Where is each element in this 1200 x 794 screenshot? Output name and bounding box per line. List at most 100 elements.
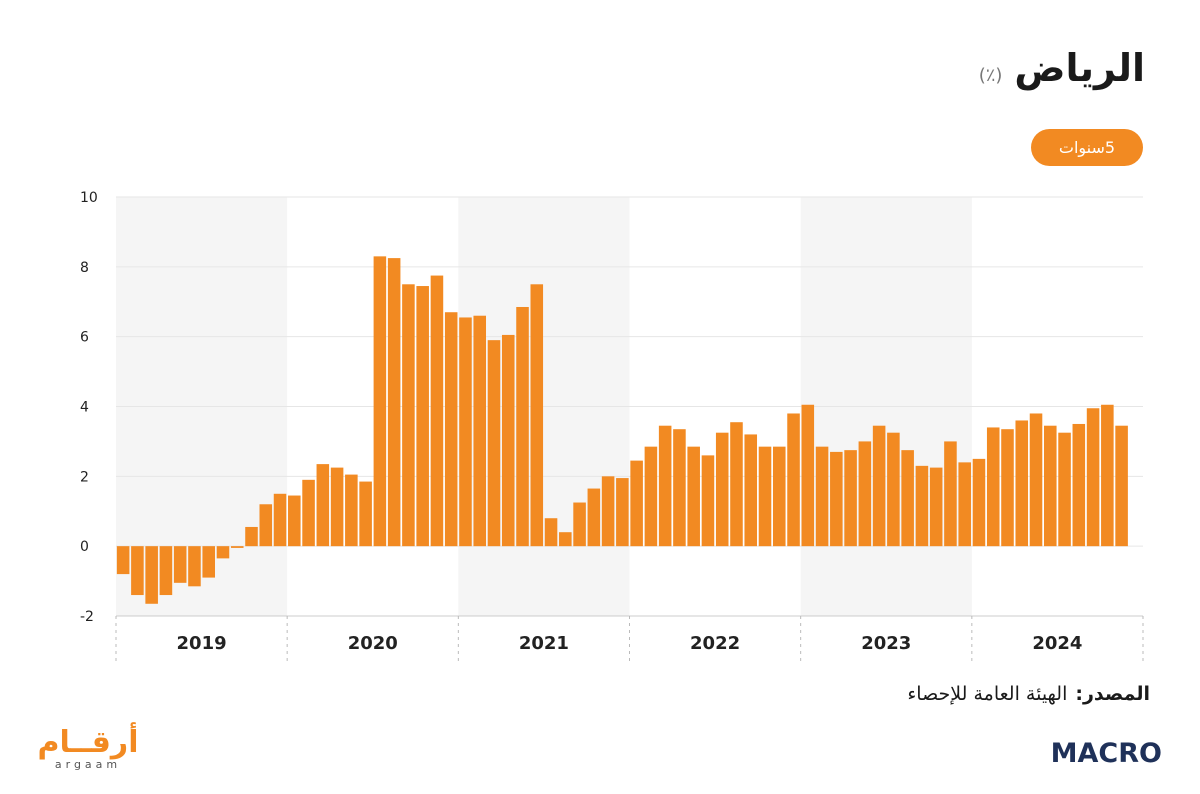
bar [872, 425, 886, 547]
bar [644, 446, 658, 547]
bar [430, 275, 444, 547]
bar [487, 340, 501, 547]
bar [815, 446, 829, 547]
bar [1044, 425, 1057, 547]
bar [1058, 432, 1071, 547]
argaam-logo-text: أرقــام [38, 722, 139, 760]
bar [230, 546, 244, 548]
bar [559, 532, 572, 547]
bar [958, 462, 971, 547]
x-tick-label-2020: 2020 [348, 633, 398, 654]
bar [844, 450, 857, 547]
bar [730, 422, 743, 547]
macro-logo: MACRO [1051, 738, 1162, 769]
bar [758, 446, 772, 547]
bar [116, 546, 130, 575]
bar [273, 493, 287, 547]
bar [601, 476, 615, 547]
bar [929, 467, 943, 547]
source-note: المصدر: الهيئة العامة للإحصاء [907, 683, 1150, 705]
y-tick-label: 0 [80, 539, 89, 555]
bar [444, 312, 458, 547]
bar [1115, 425, 1128, 547]
bar [673, 429, 686, 547]
bar [972, 458, 986, 547]
bar [744, 434, 758, 547]
bar [459, 317, 472, 547]
bar [1101, 404, 1114, 547]
bar [345, 474, 358, 547]
bar [387, 258, 401, 547]
bar [288, 495, 301, 547]
bar [1001, 429, 1014, 547]
bar [1086, 408, 1100, 547]
y-tick-label: 6 [80, 330, 89, 346]
source-value: الهيئة العامة للإحصاء [907, 683, 1068, 705]
bar [915, 465, 929, 547]
bar [573, 502, 586, 547]
macro-logo-text: MACRO [1051, 738, 1162, 769]
bar [216, 546, 230, 559]
bar [715, 432, 729, 547]
bar [944, 441, 957, 547]
y-tick-label: 4 [80, 400, 89, 416]
bar [616, 478, 629, 547]
bars [116, 256, 1128, 604]
x-tick-label-2022: 2022 [690, 633, 740, 654]
bar [801, 404, 815, 547]
x-tick-label-2021: 2021 [519, 633, 569, 654]
bar [359, 481, 372, 547]
bar [658, 425, 672, 547]
y-tick-label: 10 [80, 190, 98, 206]
bar [373, 256, 387, 547]
bar [501, 334, 515, 547]
bar [316, 464, 330, 547]
bar [159, 546, 173, 596]
bar [516, 306, 529, 547]
x-axis: 2019 2020 2021 2022 2023 2024 [115, 615, 1144, 662]
bar [473, 315, 487, 547]
bar [188, 546, 201, 587]
x-tick-label-2019: 2019 [177, 633, 227, 654]
bar [245, 526, 258, 547]
bar [416, 286, 429, 547]
bar [530, 284, 544, 547]
bar [131, 546, 144, 596]
argaam-logo: أرقــام argaam [38, 722, 139, 771]
x-tick-label-2024: 2024 [1032, 633, 1082, 654]
bar [1029, 413, 1043, 547]
page-title: الرياض [1014, 46, 1145, 90]
gridlines [116, 196, 1143, 617]
bar [701, 455, 715, 547]
bar [302, 479, 315, 547]
bar [887, 432, 900, 547]
bar [587, 488, 601, 547]
x-tick-label-2023: 2023 [861, 633, 911, 654]
bar [830, 451, 843, 547]
y-tick-label: 8 [80, 260, 89, 276]
bar [858, 441, 872, 547]
bar [202, 546, 215, 578]
bar [402, 284, 415, 547]
y-axis-ticks: -2 0 2 4 6 8 10 [80, 190, 98, 625]
bar [1072, 423, 1086, 547]
chart-header: الرياض (٪) [979, 46, 1145, 90]
bar [173, 546, 187, 583]
bar [259, 504, 273, 547]
bar [544, 518, 558, 547]
y-tick-label: 2 [80, 469, 89, 485]
source-label: المصدر: [1075, 683, 1150, 705]
bar [901, 450, 914, 547]
bar [330, 467, 344, 547]
bar [787, 413, 800, 547]
period-5-years-button[interactable]: 5سنوات [1031, 129, 1143, 166]
bar [986, 427, 1000, 547]
bar [687, 446, 700, 547]
bar [1015, 420, 1029, 547]
unit-label: (٪) [978, 65, 1003, 86]
bar [772, 446, 786, 547]
bar [630, 460, 643, 547]
y-tick-label: -2 [80, 609, 94, 625]
bar [145, 546, 158, 604]
